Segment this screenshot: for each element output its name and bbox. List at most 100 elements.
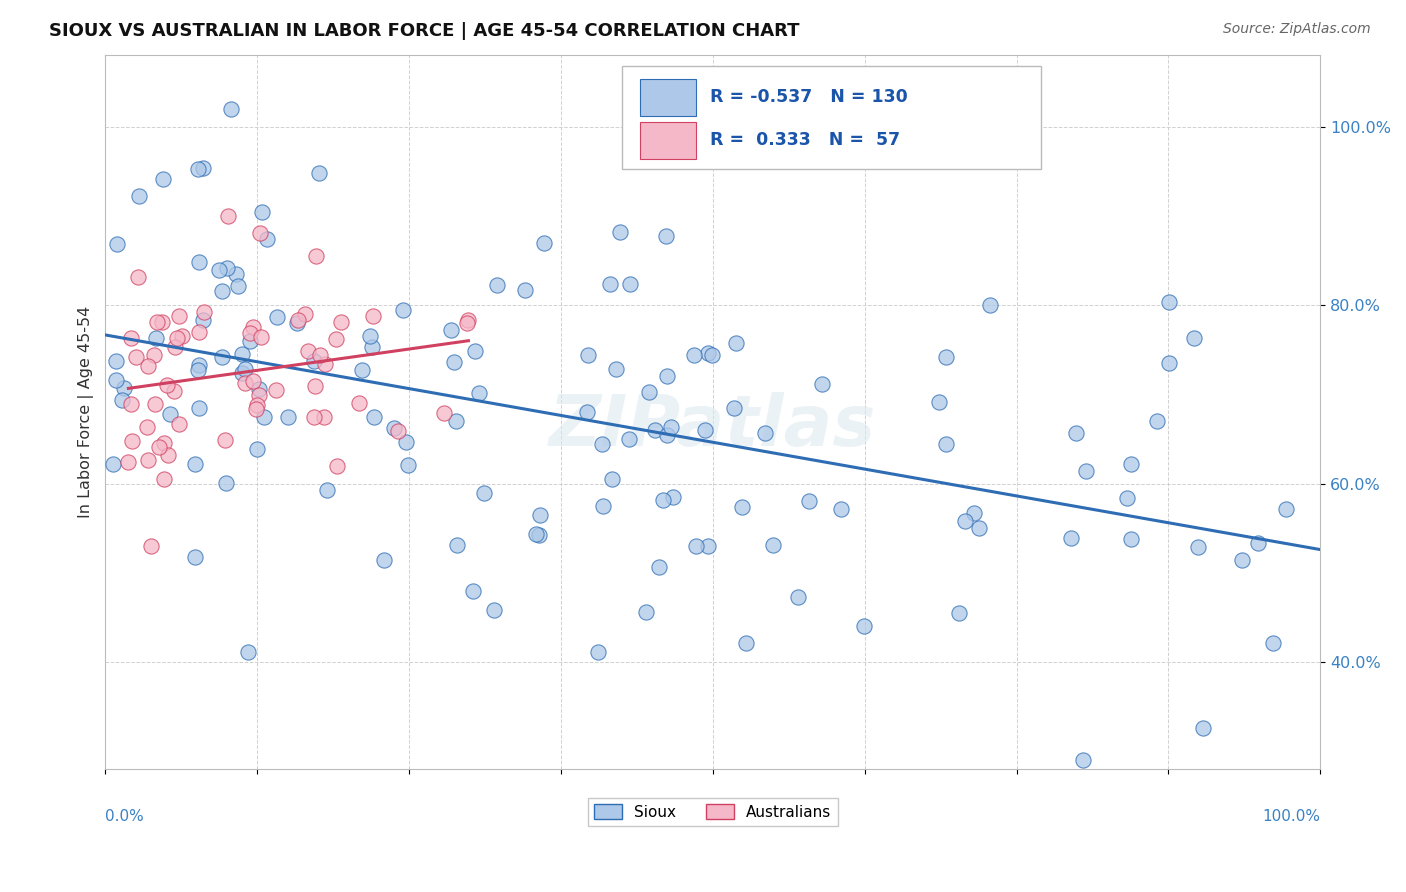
Point <box>105 354 128 368</box>
Point <box>734 636 756 650</box>
Point <box>1232 553 1254 567</box>
Point <box>242 319 264 334</box>
Point <box>485 277 508 292</box>
Point <box>188 325 211 339</box>
Point <box>325 333 347 347</box>
Point <box>1059 531 1081 545</box>
Point <box>215 260 238 275</box>
Point <box>962 506 984 520</box>
Point <box>853 619 876 633</box>
Point <box>142 348 165 362</box>
Point <box>246 398 269 412</box>
Point <box>165 341 187 355</box>
Point <box>245 401 267 416</box>
Point <box>117 455 139 469</box>
Point <box>128 188 150 202</box>
Point <box>391 302 413 317</box>
Point <box>143 397 166 411</box>
Point <box>661 419 683 434</box>
Text: 0.0%: 0.0% <box>105 808 145 823</box>
Point <box>461 583 484 598</box>
Point <box>1074 465 1097 479</box>
Point <box>250 330 273 344</box>
Point <box>527 528 550 542</box>
Point <box>979 298 1001 312</box>
Point <box>361 309 384 323</box>
Point <box>1159 295 1181 310</box>
Text: ZIPatlas: ZIPatlas <box>550 392 876 461</box>
FancyBboxPatch shape <box>621 66 1040 169</box>
Point <box>264 384 287 398</box>
Point <box>762 538 785 552</box>
Point <box>600 472 623 486</box>
Point <box>655 368 678 383</box>
Point <box>1146 414 1168 428</box>
Point <box>443 355 465 369</box>
Point <box>605 362 627 376</box>
Point <box>330 315 353 329</box>
Point <box>446 414 468 428</box>
Point <box>1116 491 1139 505</box>
Point <box>935 350 957 364</box>
Point <box>242 374 264 388</box>
Point <box>225 267 247 281</box>
Point <box>599 277 621 291</box>
Point <box>187 401 209 415</box>
Point <box>440 323 463 337</box>
Point <box>211 284 233 298</box>
Point <box>1121 458 1143 472</box>
Point <box>482 603 505 617</box>
Point <box>159 407 181 421</box>
Point <box>231 347 253 361</box>
Point <box>575 405 598 419</box>
Point <box>153 472 176 486</box>
Point <box>1121 532 1143 546</box>
Point <box>1064 425 1087 440</box>
Point <box>121 434 143 448</box>
Point <box>136 419 159 434</box>
Point <box>723 401 745 416</box>
Point <box>810 376 832 391</box>
Point <box>187 161 209 176</box>
Point <box>1246 536 1268 550</box>
Point <box>387 424 409 438</box>
Point <box>233 376 256 390</box>
Point <box>246 442 269 456</box>
Point <box>148 441 170 455</box>
Point <box>700 348 723 362</box>
Point <box>219 102 242 116</box>
Point <box>396 458 419 472</box>
Point <box>797 494 820 508</box>
Point <box>239 326 262 340</box>
Y-axis label: In Labor Force | Age 45-54: In Labor Force | Age 45-54 <box>79 306 94 518</box>
Point <box>655 427 678 442</box>
Point <box>191 313 214 327</box>
Point <box>145 331 167 345</box>
Point <box>457 313 479 327</box>
Point <box>253 409 276 424</box>
Point <box>315 483 337 497</box>
Point <box>152 435 174 450</box>
Point <box>136 453 159 467</box>
Point <box>513 283 536 297</box>
Point <box>215 475 238 490</box>
Point <box>696 346 718 360</box>
Point <box>724 336 747 351</box>
Point <box>302 354 325 368</box>
Point <box>948 606 970 620</box>
FancyBboxPatch shape <box>640 121 696 159</box>
Point <box>592 499 614 513</box>
Point <box>533 235 555 250</box>
Point <box>217 209 239 223</box>
Point <box>226 278 249 293</box>
Point <box>305 249 328 263</box>
FancyBboxPatch shape <box>640 78 696 116</box>
Point <box>211 350 233 364</box>
Point <box>576 348 599 362</box>
Point <box>247 388 270 402</box>
Point <box>697 539 720 553</box>
Point <box>120 331 142 345</box>
Point <box>249 226 271 240</box>
Point <box>382 420 405 434</box>
Point <box>1261 636 1284 650</box>
